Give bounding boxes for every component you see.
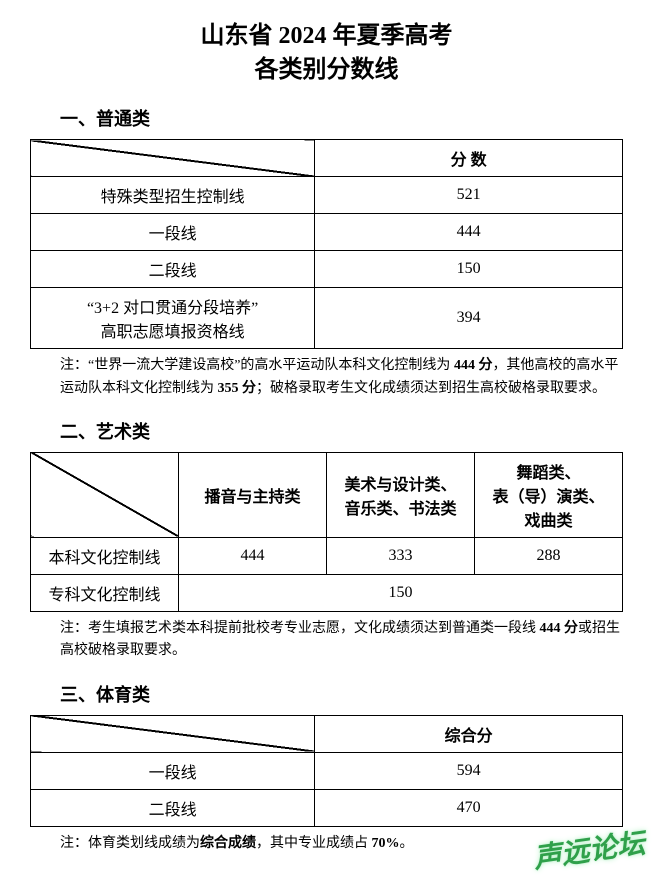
table-row: 特殊类型招生控制线521 — [31, 177, 623, 214]
col-score: 综合分 — [315, 715, 623, 752]
title-line1: 山东省 2024 年夏季高考 — [30, 20, 623, 54]
section1-heading: 一、普通类 — [60, 105, 623, 131]
table-general: 分 数 特殊类型招生控制线521一段线444二段线150“3+2 对口贯通分段培… — [30, 139, 623, 349]
cell-value: 150 — [315, 251, 623, 288]
cell-value: 444 — [179, 537, 327, 574]
table-sport: 综合分 一段线594二段线470 — [30, 715, 623, 827]
row-label: 一段线 — [31, 752, 315, 789]
table-row: 专科文化控制线 150 — [31, 574, 623, 611]
table-row: 二段线150 — [31, 251, 623, 288]
section3-heading: 三、体育类 — [60, 681, 623, 707]
blank-header-cell — [31, 452, 179, 537]
row-label: “3+2 对口贯通分段培养”高职志愿填报资格线 — [31, 288, 315, 349]
cell-value: 333 — [327, 537, 475, 574]
col-score: 分 数 — [315, 140, 623, 177]
title-line2: 各类别分数线 — [30, 54, 623, 88]
section2-heading: 二、艺术类 — [60, 418, 623, 444]
table-row: “3+2 对口贯通分段培养”高职志愿填报资格线394 — [31, 288, 623, 349]
row-label: 二段线 — [31, 789, 315, 826]
col-art-1: 播音与主持类 — [179, 452, 327, 537]
cell-value: 288 — [475, 537, 623, 574]
note-art: 注：考生填报艺术类本科提前批校考专业志愿，文化成绩须达到普通类一段线 444 分… — [60, 618, 623, 663]
cell-value: 470 — [315, 789, 623, 826]
row-label: 专科文化控制线 — [31, 574, 179, 611]
row-label: 特殊类型招生控制线 — [31, 177, 315, 214]
table-art: 播音与主持类 美术与设计类、音乐类、书法类 舞蹈类、表（导）演类、戏曲类 本科文… — [30, 452, 623, 612]
col-art-3: 舞蹈类、表（导）演类、戏曲类 — [475, 452, 623, 537]
note-sport: 注：体育类划线成绩为综合成绩，其中专业成绩占 70%。 — [60, 833, 623, 855]
cell-value: 521 — [315, 177, 623, 214]
row-label: 一段线 — [31, 214, 315, 251]
table-row: 一段线444 — [31, 214, 623, 251]
blank-header-cell — [31, 140, 315, 177]
table-row: 本科文化控制线 444 333 288 — [31, 537, 623, 574]
row-label: 二段线 — [31, 251, 315, 288]
cell-value: 150 — [179, 574, 623, 611]
row-label: 本科文化控制线 — [31, 537, 179, 574]
cell-value: 594 — [315, 752, 623, 789]
table-row: 一段线594 — [31, 752, 623, 789]
cell-value: 444 — [315, 214, 623, 251]
col-art-2: 美术与设计类、音乐类、书法类 — [327, 452, 475, 537]
cell-value: 394 — [315, 288, 623, 349]
blank-header-cell — [31, 715, 315, 752]
table-row: 二段线470 — [31, 789, 623, 826]
note-general: 注：“世界一流大学建设高校”的高水平运动队本科文化控制线为 444 分，其他高校… — [60, 355, 623, 400]
